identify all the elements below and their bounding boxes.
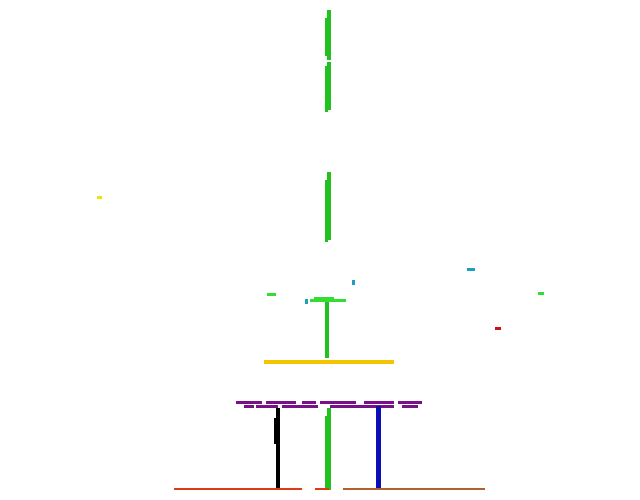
green-fragment <box>538 292 544 295</box>
teal-fragment <box>352 280 355 285</box>
beam-dash <box>320 401 356 404</box>
pole-segment <box>325 18 328 56</box>
beam-dash <box>282 405 318 408</box>
crossbeam <box>236 401 422 408</box>
beam-dash <box>244 405 254 408</box>
teal-fragment <box>467 268 475 271</box>
right-pillar <box>376 406 381 490</box>
pole-segment <box>325 302 329 358</box>
left-pillar-notch <box>274 418 276 444</box>
beam-dash <box>266 401 296 404</box>
ground <box>174 488 485 490</box>
pole-segment <box>325 180 328 242</box>
pole-canopy <box>310 297 346 302</box>
left-pillar <box>276 408 280 490</box>
canopy-bar <box>314 297 334 299</box>
beam-dash <box>402 405 418 408</box>
beam-dash <box>398 401 422 404</box>
platform <box>264 360 394 364</box>
beam-dash <box>330 405 394 408</box>
canopy-bar <box>310 299 346 302</box>
beam-dash <box>302 401 316 404</box>
pole-segment <box>325 416 328 490</box>
pole-segment <box>327 408 331 490</box>
teal-fragment <box>305 299 308 304</box>
beam-dash <box>236 401 262 404</box>
ground-segment-left <box>174 488 302 490</box>
ground-segment-mid <box>315 488 329 490</box>
beam-dash <box>364 401 394 404</box>
pole-segment <box>327 62 331 110</box>
pole-segment <box>327 10 331 60</box>
pole-segment <box>325 66 328 112</box>
central-pole <box>325 10 331 490</box>
beam-dash <box>256 405 278 408</box>
ground-segment-right <box>343 488 485 490</box>
green-fragment <box>267 293 276 296</box>
pole-segment <box>327 172 331 240</box>
yellow-fragment <box>97 196 102 199</box>
red-fragment <box>495 327 501 330</box>
